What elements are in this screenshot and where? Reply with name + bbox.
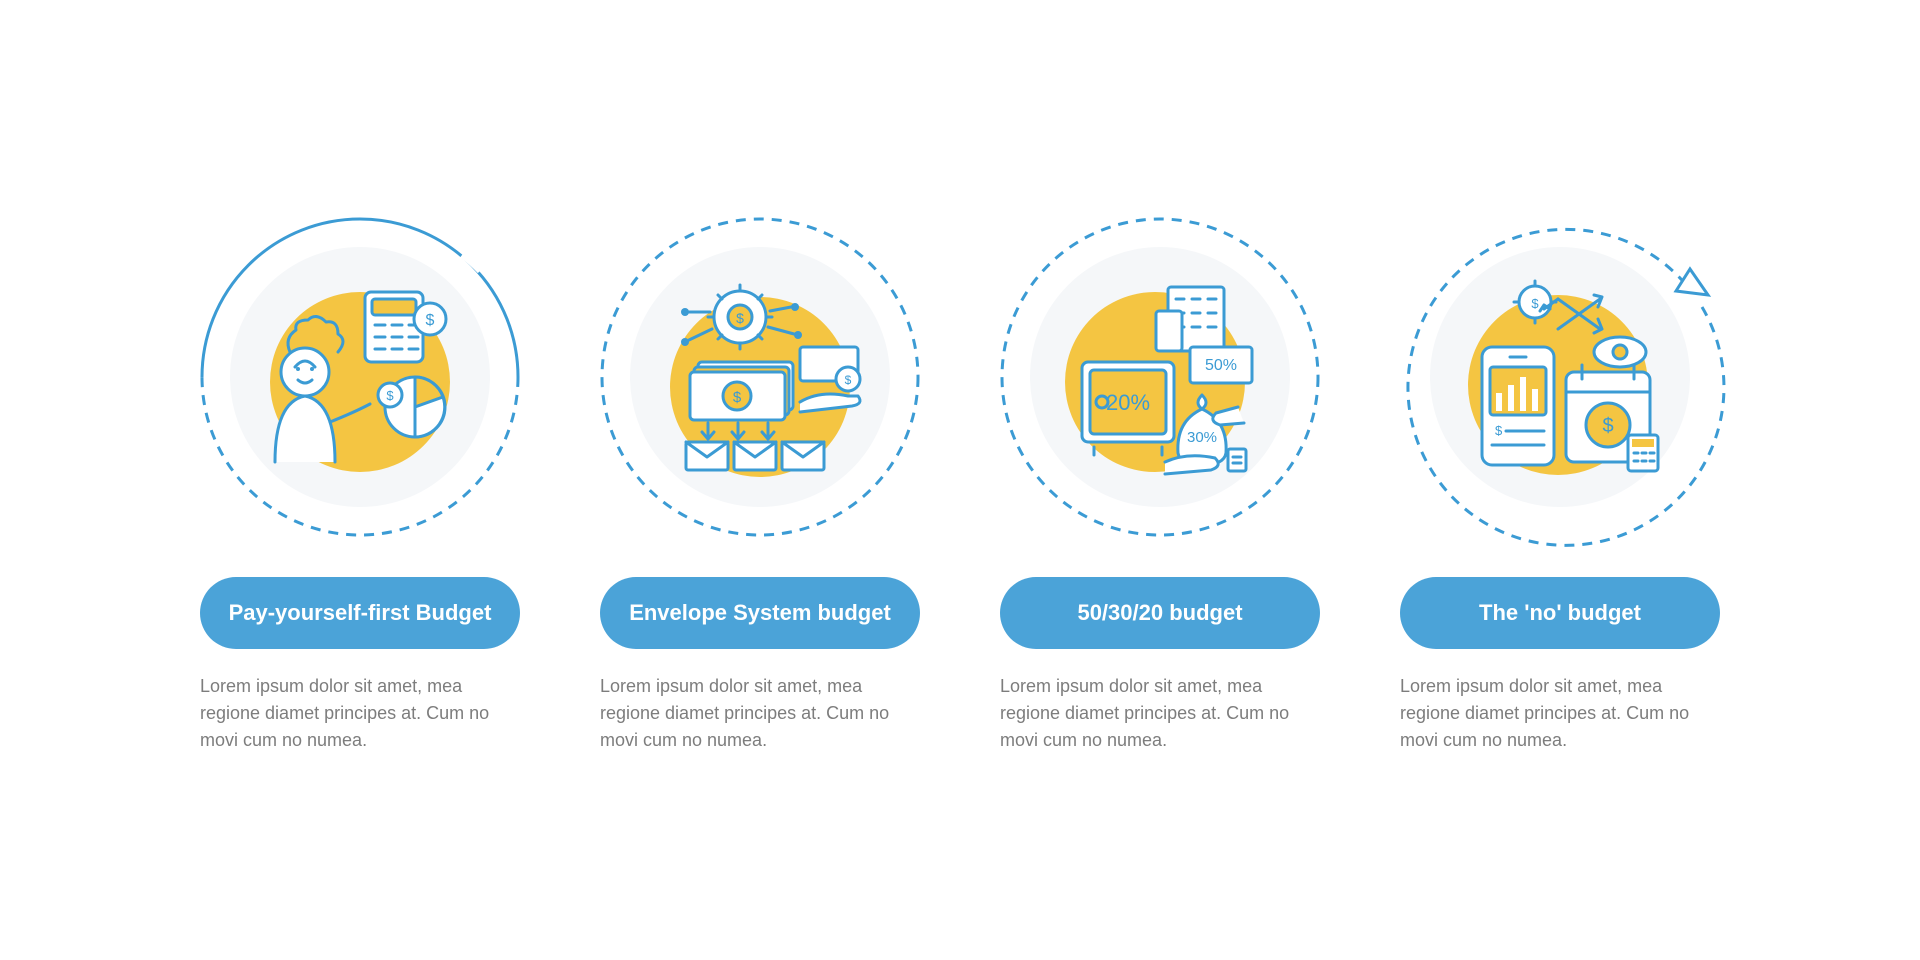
description-text: Lorem ipsum dolor sit amet, mea regione … xyxy=(1400,673,1720,754)
pill-text: Envelope System budget xyxy=(629,599,891,627)
circle-ring: $ $ xyxy=(1390,207,1730,547)
svg-text:$: $ xyxy=(733,389,742,406)
svg-text:$: $ xyxy=(845,373,852,387)
infographic-item-50-30-20: 50% 20% 30% xyxy=(990,207,1330,754)
arrow-head-icon xyxy=(1676,269,1708,295)
infographic-item-no-budget: $ $ xyxy=(1390,207,1730,754)
percent-20-label: 20% xyxy=(1106,390,1150,415)
circle-ring: $ $ xyxy=(190,207,530,547)
description-text: Lorem ipsum dolor sit amet, mea regione … xyxy=(200,673,520,754)
svg-text:$: $ xyxy=(426,312,435,329)
pill-text: The 'no' budget xyxy=(1479,599,1641,627)
description-text: Lorem ipsum dolor sit amet, mea regione … xyxy=(1000,673,1320,754)
infographic-item-pay-yourself-first: $ $ xyxy=(190,207,530,754)
pill-text: 50/30/20 budget xyxy=(1077,599,1242,627)
circle-ring: 50% 20% 30% xyxy=(990,207,1330,547)
pill-label: Envelope System budget xyxy=(600,577,920,649)
pill-label: 50/30/20 budget xyxy=(1000,577,1320,649)
infographic-item-envelope-system: $ $ xyxy=(590,207,930,754)
svg-text:$: $ xyxy=(736,310,744,326)
percent-30-label: 30% xyxy=(1187,429,1217,446)
pill-label: Pay-yourself-first Budget xyxy=(200,577,520,649)
description-text: Lorem ipsum dolor sit amet, mea regione … xyxy=(600,673,920,754)
svg-text:$: $ xyxy=(1602,415,1613,437)
pill-label: The 'no' budget xyxy=(1400,577,1720,649)
svg-text:$: $ xyxy=(1531,296,1539,311)
svg-text:$: $ xyxy=(1495,423,1503,438)
percent-50-label: 50% xyxy=(1205,357,1237,374)
budget-infographic: $ $ xyxy=(150,167,1770,794)
pill-text: Pay-yourself-first Budget xyxy=(229,599,492,627)
svg-text:$: $ xyxy=(386,388,394,403)
circle-ring: $ $ xyxy=(590,207,930,547)
